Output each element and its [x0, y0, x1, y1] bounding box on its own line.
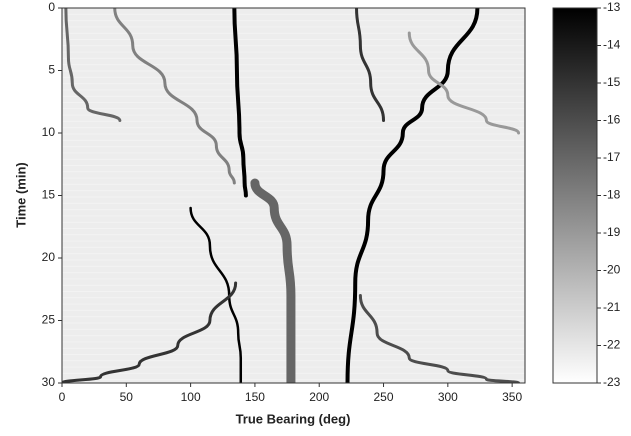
- y-tick-label: 10: [42, 125, 56, 139]
- colorbar-tick-label: -18: [603, 188, 621, 202]
- colorbar-tick-label: -23: [603, 375, 621, 389]
- x-tick-label: 350: [502, 390, 522, 404]
- track: [62, 281, 238, 383]
- colorbar-tick-label: -16: [603, 113, 621, 127]
- track: [345, 8, 480, 383]
- colorbar: [552, 7, 598, 384]
- x-tick-label: 100: [181, 390, 201, 404]
- track: [64, 8, 122, 122]
- plot-area: [62, 8, 525, 383]
- track: [232, 8, 248, 198]
- y-tick-label: 0: [48, 0, 55, 14]
- y-tick-label: 30: [42, 375, 56, 389]
- colorbar-tick-label: -17: [603, 150, 621, 164]
- track: [407, 31, 521, 135]
- x-tick-label: 300: [438, 390, 458, 404]
- colorbar-tick-label: -15: [603, 75, 621, 89]
- x-axis-label: True Bearing (deg): [236, 411, 351, 426]
- y-tick-label: 15: [42, 188, 56, 202]
- y-tick-label: 20: [42, 250, 56, 264]
- colorbar-tick-label: -21: [603, 300, 621, 314]
- track: [358, 294, 521, 383]
- track: [355, 8, 386, 122]
- x-tick-label: 0: [59, 390, 66, 404]
- colorbar-tick-label: -20: [603, 263, 621, 277]
- colorbar-tick-label: -22: [603, 338, 621, 352]
- y-tick-label: 5: [48, 63, 55, 77]
- track: [113, 8, 236, 185]
- colorbar-tick-label: -14: [603, 38, 621, 52]
- x-tick-label: 250: [374, 390, 394, 404]
- track: [250, 178, 296, 383]
- x-tick-label: 50: [120, 390, 134, 404]
- y-axis-label: Time (min): [13, 162, 28, 228]
- track: [189, 206, 243, 383]
- colorbar-tick-label: -19: [603, 225, 621, 239]
- colorbar-tick-label: -13: [603, 0, 621, 14]
- x-tick-label: 150: [245, 390, 265, 404]
- y-tick-label: 25: [42, 313, 56, 327]
- x-tick-label: 200: [309, 390, 329, 404]
